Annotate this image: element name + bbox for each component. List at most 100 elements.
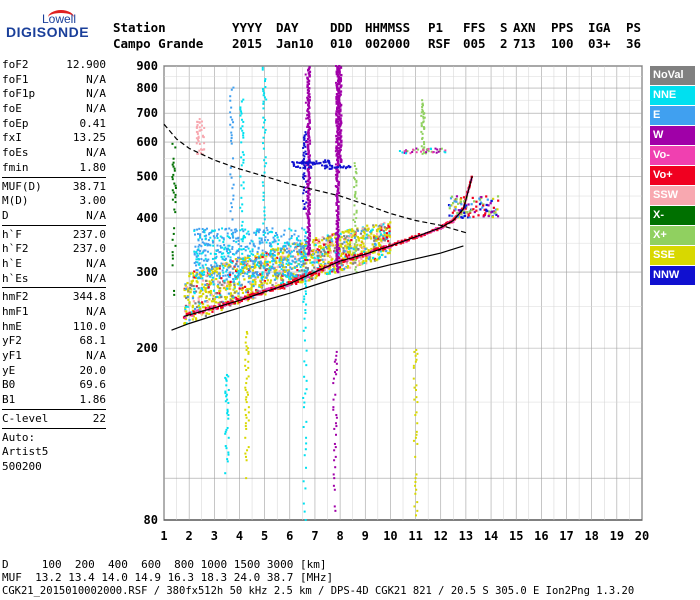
echo-point xyxy=(172,232,175,235)
echo-point xyxy=(322,237,326,240)
echo-point xyxy=(322,243,326,246)
echo-point xyxy=(218,292,221,295)
legend-item: W xyxy=(650,126,695,145)
echo-point xyxy=(337,153,341,156)
echo-point xyxy=(304,73,307,76)
echo-point xyxy=(382,235,385,238)
echo-point xyxy=(435,151,438,154)
echo-point xyxy=(336,161,340,165)
echo-point xyxy=(281,252,284,255)
echo-point xyxy=(350,228,354,231)
echo-point xyxy=(337,88,341,92)
echo-point xyxy=(304,186,307,189)
echo-point xyxy=(252,265,255,268)
echo-point xyxy=(235,277,239,280)
echo-point xyxy=(330,270,333,273)
echo-point xyxy=(412,366,415,369)
echo-point xyxy=(410,235,414,238)
echo-point xyxy=(187,298,190,301)
echo-point xyxy=(204,263,207,266)
echo-point xyxy=(201,227,204,230)
echo-point xyxy=(312,161,315,164)
echo-point xyxy=(198,149,201,152)
echo-point xyxy=(198,262,201,265)
echo-point xyxy=(260,282,263,285)
echo-point xyxy=(336,236,340,239)
echo-point xyxy=(335,124,339,127)
echo-point xyxy=(336,188,340,192)
echo-point xyxy=(330,269,333,272)
echo-point xyxy=(205,283,208,287)
echo-point xyxy=(294,261,297,264)
echo-point xyxy=(334,263,338,267)
parameter-value: 0.41 xyxy=(79,116,107,130)
echo-point xyxy=(355,217,358,220)
echo-point xyxy=(320,270,323,274)
echo-point xyxy=(406,150,409,153)
echo-point xyxy=(232,296,235,299)
parameter-row: foEs N/A xyxy=(2,146,106,161)
echo-point xyxy=(308,232,312,235)
logo-lowell: Lowell xyxy=(41,12,76,26)
echo-point xyxy=(218,275,221,278)
echo-point xyxy=(254,283,257,286)
echo-point xyxy=(348,250,351,253)
echo-point xyxy=(195,305,199,309)
echo-point xyxy=(266,229,269,232)
echo-point xyxy=(484,212,487,215)
echo-point xyxy=(302,396,305,399)
echo-point xyxy=(317,272,321,275)
echo-point xyxy=(401,151,404,154)
echo-point xyxy=(311,253,315,256)
echo-point xyxy=(297,235,300,238)
echo-point xyxy=(327,239,330,242)
echo-point xyxy=(245,265,248,268)
x-tick-label: 9 xyxy=(362,529,369,543)
echo-point xyxy=(339,103,343,107)
echo-point xyxy=(352,229,355,232)
echo-point xyxy=(285,262,288,265)
echo-point xyxy=(315,160,318,163)
echo-point xyxy=(212,267,215,270)
echo-point xyxy=(414,360,417,363)
echo-point xyxy=(210,305,213,308)
echo-point xyxy=(305,273,309,276)
echo-point xyxy=(226,287,229,290)
echo-point xyxy=(285,259,288,262)
echo-point xyxy=(224,445,227,448)
echo-point xyxy=(441,226,444,230)
echo-point xyxy=(262,136,265,139)
echo-point xyxy=(205,259,208,262)
echo-point xyxy=(199,307,202,310)
echo-point xyxy=(336,164,340,168)
echo-point xyxy=(199,233,202,236)
echo-point xyxy=(314,276,317,280)
echo-point xyxy=(223,304,226,307)
echo-point xyxy=(306,85,309,88)
echo-point xyxy=(200,124,203,127)
echo-point xyxy=(305,164,308,167)
echo-point xyxy=(302,249,305,252)
echo-point xyxy=(207,291,210,294)
echo-point xyxy=(225,428,228,431)
echo-point xyxy=(321,252,324,256)
echo-point xyxy=(345,254,348,258)
echo-point xyxy=(238,287,241,290)
y-tick-label: 300 xyxy=(136,265,158,279)
echo-point xyxy=(226,398,229,401)
y-tick-label: 200 xyxy=(136,341,158,355)
echo-point xyxy=(306,88,310,91)
echo-point xyxy=(336,88,339,91)
echo-point xyxy=(302,160,305,163)
auto-scaling-text: 500200 xyxy=(2,459,42,473)
echo-point xyxy=(226,284,229,288)
echo-point xyxy=(336,270,340,274)
echo-point xyxy=(421,152,424,155)
echo-point xyxy=(224,286,227,289)
echo-point xyxy=(347,231,350,234)
echo-point xyxy=(268,261,272,264)
echo-point xyxy=(339,148,342,152)
echo-point xyxy=(250,283,253,286)
echo-point xyxy=(307,242,311,245)
echo-point xyxy=(432,229,436,233)
